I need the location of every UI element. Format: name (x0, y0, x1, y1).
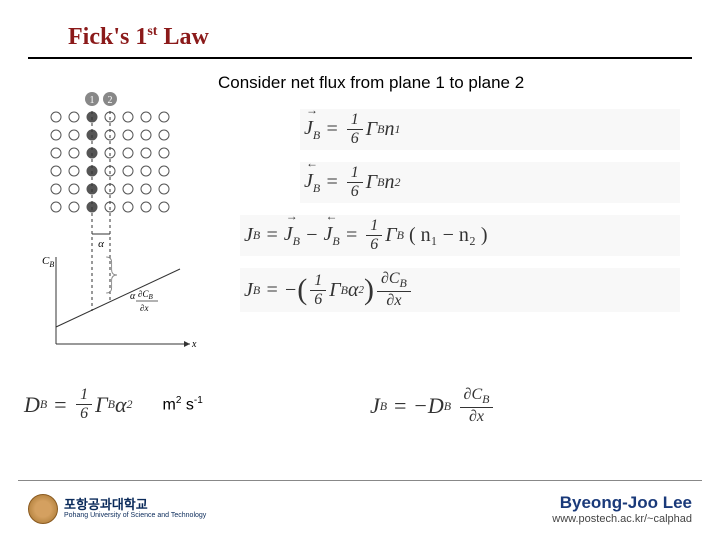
svg-text:∂x: ∂x (140, 303, 148, 313)
ficks-law-equation: JB = − DB ∂CB ∂x (370, 386, 496, 426)
author-name: Byeong-Joo Lee (552, 493, 692, 513)
equation-3: JB = JB − JB = 16 ΓB ( n₁ − n₂ ) (240, 215, 680, 256)
diffusion-diagram: 1 2 α CB x α ∂CB ∂x (40, 89, 200, 359)
db-equation: DB = 16 ΓB α2 (24, 386, 133, 423)
equation-1: JB = 16 ΓB n1 (300, 109, 680, 150)
content-area: Consider net flux from plane 1 to plane … (0, 59, 720, 73)
db-unit: m2 s-1 (163, 395, 203, 414)
diffusion-coefficient-row: DB = 16 ΓB α2 m2 s-1 (24, 386, 203, 423)
svg-text:1: 1 (90, 95, 95, 106)
svg-text:x: x (191, 339, 197, 350)
university-name-ko: 포항공과대학교 (64, 498, 206, 512)
author-url: www.postech.ac.kr/~calphad (552, 513, 692, 525)
equation-2: JB = 16 ΓB n2 (300, 162, 680, 203)
footer: 포항공과대학교 Pohang University of Science and… (18, 480, 702, 540)
university-logo: 포항공과대학교 Pohang University of Science and… (28, 494, 206, 524)
equations-block: JB = 16 ΓB n1 JB = 16 ΓB n2 JB = JB − JB… (300, 109, 680, 324)
svg-text:α: α (130, 291, 136, 302)
university-name-en: Pohang University of Science and Technol… (64, 512, 206, 520)
svg-text:2: 2 (108, 95, 113, 106)
svg-text:α: α (98, 238, 104, 250)
equation-4: JB = − ( 16 ΓB α2 ) ∂CB ∂x (240, 268, 680, 312)
logo-badge-icon (28, 494, 58, 524)
page-title: Fick's 1st Law (68, 24, 652, 51)
svg-text:∂CB: ∂CB (138, 289, 153, 301)
svg-text:CB: CB (42, 255, 54, 269)
intro-text: Consider net flux from plane 1 to plane … (218, 73, 524, 93)
